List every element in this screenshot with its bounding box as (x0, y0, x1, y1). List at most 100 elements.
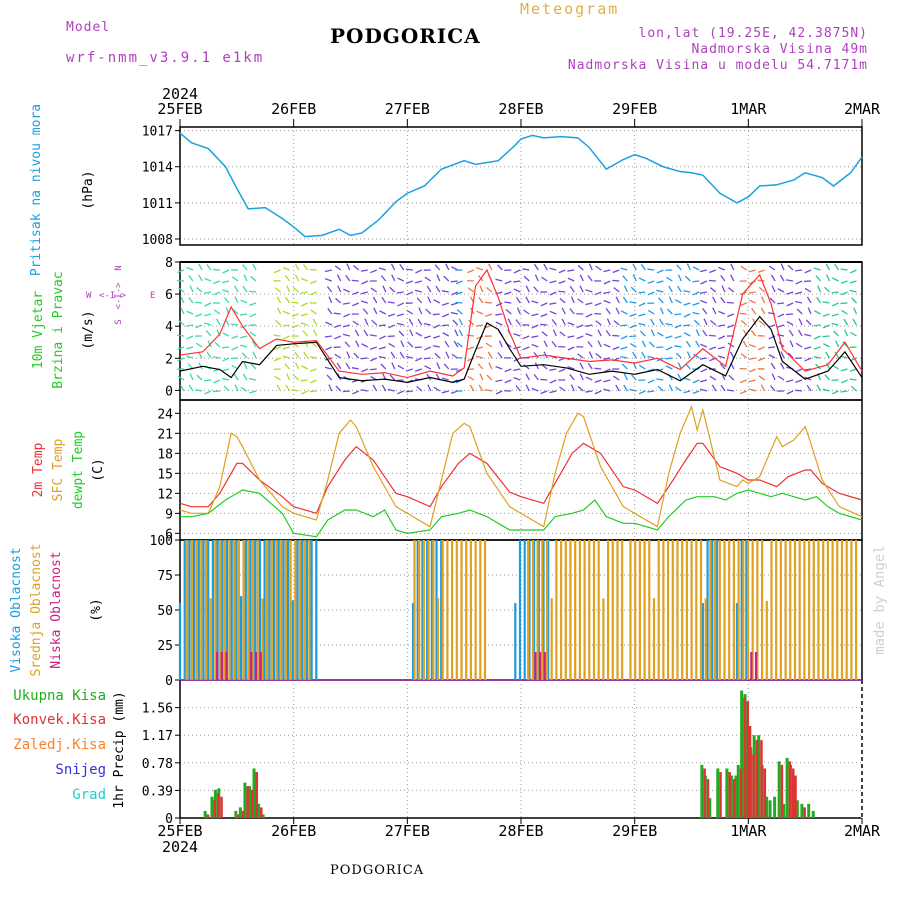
wind-barb (748, 388, 756, 392)
wind-barb (432, 313, 440, 316)
wind-barb (613, 320, 620, 326)
wind-barb (396, 322, 404, 326)
wind-barb (360, 357, 368, 360)
wind-barb (476, 310, 484, 315)
wind-barb (250, 363, 257, 370)
wind-barb (658, 297, 664, 304)
wind-barb (513, 333, 521, 337)
wind-barb (388, 324, 396, 329)
wind-barb (804, 333, 812, 337)
precip-total-bar (716, 768, 720, 818)
wind-barb (780, 362, 785, 370)
wind-barb (243, 362, 248, 370)
wind-barb (204, 390, 212, 395)
wind-barb (638, 302, 646, 307)
wind-barb (324, 357, 332, 361)
wind-barb (758, 375, 766, 381)
wind-barb (282, 310, 290, 315)
wind-barb (369, 346, 377, 350)
wind-barb (434, 352, 441, 359)
wind-barb (433, 299, 441, 304)
wind-barb (692, 266, 700, 271)
wind-barb (195, 342, 203, 348)
wind-barb (276, 307, 282, 315)
wind-barb (222, 377, 230, 381)
wind-barb (400, 340, 405, 348)
wind-barb (379, 335, 387, 340)
wind-barb (559, 386, 566, 392)
wind-barb (495, 390, 503, 395)
wind-barb (749, 368, 756, 373)
wind-barb (711, 384, 717, 392)
wind-barb (223, 385, 230, 392)
wind-barb (549, 291, 557, 296)
wind-barb (638, 322, 646, 326)
wind-barb (677, 274, 682, 282)
temp-sfc-line (179, 404, 863, 528)
wind-barb (700, 368, 708, 373)
wind-barb (752, 318, 757, 326)
wind-barb (615, 307, 620, 315)
wind-barb (531, 300, 539, 304)
wind-barb (455, 301, 463, 304)
wind-barb (285, 296, 291, 304)
wind-barb (786, 302, 794, 307)
wind-barb (186, 346, 194, 350)
x-date-label-top: 27FEB (385, 100, 430, 118)
wind-barb (380, 275, 387, 282)
wind-barb (242, 285, 248, 293)
wind-barb (189, 285, 194, 293)
wind-barb (504, 280, 512, 285)
wind-barb (313, 329, 318, 337)
wind-barb (579, 285, 584, 293)
precip-conv-bar (748, 726, 752, 818)
wind-barb (231, 346, 239, 351)
wind-barb (805, 319, 812, 326)
wind-barb (612, 334, 620, 337)
wind-barb (840, 280, 848, 284)
wind-barb (638, 313, 646, 317)
wind-barb (250, 275, 257, 282)
y-tick-label: 75 (157, 569, 173, 584)
wind-barb (475, 324, 483, 327)
wind-barb (615, 296, 620, 304)
wind-barb (576, 335, 584, 340)
precip-total-bar (736, 764, 740, 818)
wind-barb (683, 290, 691, 293)
wind-barb (638, 390, 646, 395)
precip-total-bar (773, 796, 777, 818)
x-date-label-bottom: 25FEB (157, 822, 202, 840)
wind-barb (380, 363, 387, 370)
wind-barb (700, 343, 708, 348)
wind-barb (797, 329, 803, 337)
wind-barb (603, 269, 611, 273)
wind-barb (822, 335, 830, 338)
wind-barb (786, 279, 794, 282)
wind-barb (436, 362, 441, 370)
wind-barb (445, 351, 450, 359)
wind-barb (273, 334, 281, 337)
pressure-axis-title: Pritisak na nivou mora (29, 104, 44, 276)
wind-barb (629, 388, 637, 392)
wind-barb (700, 280, 708, 285)
temp-2m-line (179, 442, 863, 515)
wind-barb (760, 307, 766, 315)
wind-barb (770, 362, 776, 370)
meteogram-label: Meteogram (520, 0, 620, 18)
precip-conv-bar (728, 772, 731, 818)
wind-barb (328, 384, 333, 392)
wind-barb (620, 356, 628, 359)
precip-total-bar (734, 775, 738, 818)
wind-barb (804, 287, 812, 293)
wind-barb (204, 313, 212, 317)
wind-barb (647, 309, 655, 315)
x-date-label-bottom: 2MAR (844, 822, 881, 840)
wind-barb (613, 287, 620, 293)
wind-barb (577, 385, 584, 392)
wind-barb (534, 362, 539, 370)
y-tick-label: 24 (157, 407, 173, 422)
wind-barb (585, 302, 593, 306)
precip-conv-bar (746, 701, 750, 818)
wind-barb (638, 277, 646, 282)
precip-conv-bar (255, 772, 259, 818)
